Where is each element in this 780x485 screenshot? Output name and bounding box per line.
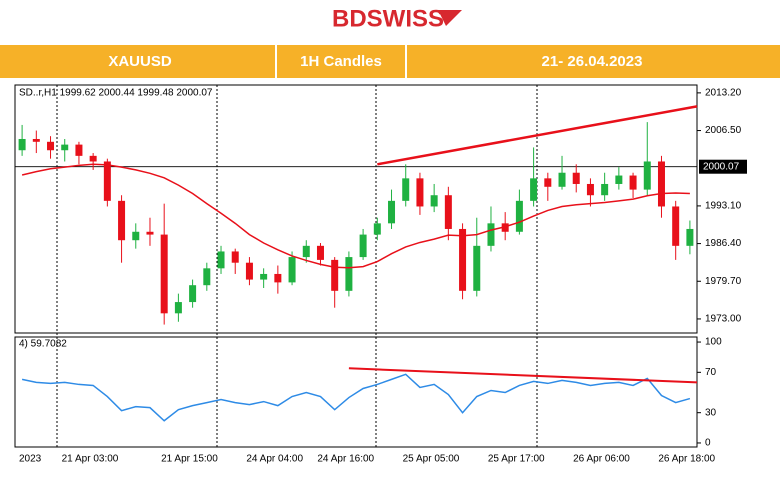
candle-body [530,178,538,201]
x-tick-label: 24 Apr 04:00 [246,454,303,465]
logo: BDSWISS [332,5,462,32]
x-tick-label: 25 Apr 05:00 [403,454,460,465]
y-tick-label: 1986.40 [705,238,742,249]
candle-body [402,178,410,201]
price-subtitle: SD..r,H1 1999.62 2000.44 1999.48 2000.07 [19,88,213,99]
candle-body [388,200,396,224]
candle-body [501,223,509,232]
x-tick-label: 25 Apr 17:00 [488,454,545,465]
candle-body [331,259,339,291]
candle-body [487,223,495,246]
candle-body [544,178,552,187]
header-dates: 21- 26.04.2023 [542,53,643,70]
candle-body [430,195,438,207]
candle-body [231,251,239,263]
candle-body [615,175,623,184]
x-tick-label: 21 Apr 15:00 [161,454,218,465]
rsi-panel [14,336,698,448]
candle-body [586,183,594,196]
candle-body [89,155,97,162]
moving-average [21,163,690,269]
candle-body [672,206,680,246]
candle-body [288,257,296,283]
header-timeframe: 1H Candles [300,53,382,70]
candle-body [132,231,140,241]
candle-body [32,138,40,142]
y-tick-label: 100 [705,337,722,348]
candle-body [416,178,424,207]
candle-body [345,257,353,291]
candle-body [643,161,651,190]
candle-body [316,245,324,260]
x-tick-label: 24 Apr 16:00 [317,454,374,465]
price-label-box [699,159,747,174]
candle-body [146,231,154,235]
candle-body [373,223,381,235]
candle-body [61,144,69,151]
candle-body [629,175,637,190]
y-tick-label: 1993.10 [705,201,742,212]
candle-body [459,228,467,291]
candle-body [444,195,452,229]
candle-body [18,138,26,151]
x-tick-label: 26 Apr 18:00 [658,454,715,465]
candle-body [118,200,126,241]
candle-body [47,141,55,151]
rsi-line [21,373,691,422]
y-tick-label: 0 [705,438,711,449]
candle-body [217,251,225,269]
header-symbol: XAUUSD [108,53,172,70]
candle-body [75,144,83,156]
candle-body [174,302,182,314]
y-tick-label: 2006.50 [705,125,742,136]
candle-body [189,285,197,303]
header-bar [0,45,780,78]
x-tick-label: 2023 [19,454,42,465]
rsi-subtitle: 4) 59.7082 [19,339,67,350]
candle-body [601,183,609,196]
x-tick-label: 26 Apr 06:00 [573,454,630,465]
y-tick-label: 30 [705,407,717,418]
candle-body [274,273,282,283]
candle-body [203,268,211,286]
candle-body [657,161,665,207]
candle-body [245,262,253,280]
price-label: 2000.07 [703,161,740,172]
candle-body [359,234,367,258]
candle-body [686,228,694,246]
logo-text: BDSWISS [332,5,444,32]
x-tick-label: 21 Apr 03:00 [62,454,119,465]
candle-body [558,172,566,187]
candle-body [302,245,310,258]
candle-body [103,161,111,201]
y-tick-label: 1979.70 [705,276,742,287]
trendline [377,105,698,166]
y-tick-label: 1973.00 [705,314,742,325]
separators [56,85,538,447]
logo-arrow [438,10,462,26]
trendline [348,367,698,384]
y-tick-label: 70 [705,367,717,378]
y-tick-label: 2013.20 [705,88,742,99]
price-panel [14,84,698,334]
candle-body [260,273,268,280]
candle-body [160,234,168,314]
candle-body [572,172,580,184]
candle-body [473,245,481,291]
candle-body [515,200,523,232]
